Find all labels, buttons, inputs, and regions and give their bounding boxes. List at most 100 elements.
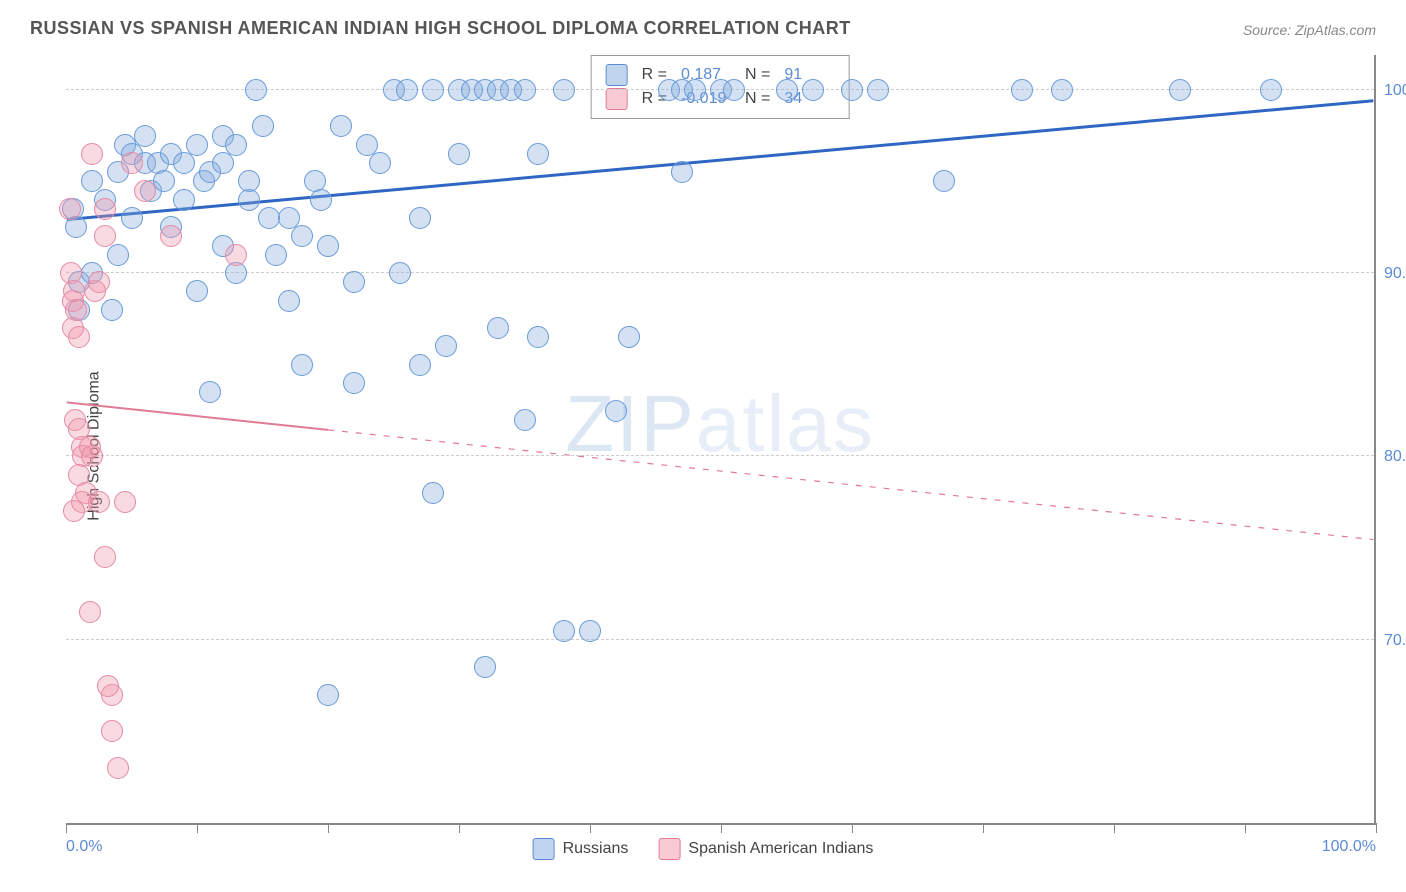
data-point [1169, 79, 1191, 101]
data-point [291, 354, 313, 376]
data-point [245, 79, 267, 101]
x-axis-min-label: 0.0% [66, 838, 102, 856]
watermark-thin: atlas [696, 379, 875, 468]
y-tick-label: 70.0% [1384, 632, 1406, 650]
data-point [527, 143, 549, 165]
swatch-pink-icon [606, 88, 628, 110]
data-point [527, 326, 549, 348]
x-tick [328, 823, 329, 833]
data-point [553, 79, 575, 101]
data-point [101, 299, 123, 321]
data-point [605, 400, 627, 422]
source-link[interactable]: ZipAtlas.com [1295, 22, 1376, 38]
data-point [94, 546, 116, 568]
data-point [88, 491, 110, 513]
data-point [422, 482, 444, 504]
data-point [238, 189, 260, 211]
y-tick-label: 90.0% [1384, 265, 1406, 283]
data-point [291, 225, 313, 247]
correlation-chart: RUSSIAN VS SPANISH AMERICAN INDIAN HIGH … [0, 0, 1406, 892]
data-point [317, 684, 339, 706]
source-attribution: Source: ZipAtlas.com [1243, 22, 1376, 38]
data-point [79, 601, 101, 623]
data-point [68, 326, 90, 348]
data-point [933, 170, 955, 192]
legend-item-spanish: Spanish American Indians [658, 838, 873, 860]
data-point [618, 326, 640, 348]
data-point [173, 152, 195, 174]
data-point [186, 280, 208, 302]
data-point [212, 152, 234, 174]
data-point [1011, 79, 1033, 101]
data-point [487, 317, 509, 339]
data-point [553, 620, 575, 642]
x-tick [1114, 823, 1115, 833]
data-point [776, 79, 798, 101]
data-point [684, 79, 706, 101]
data-point [81, 445, 103, 467]
gridline [66, 639, 1374, 640]
x-tick [721, 823, 722, 833]
x-axis-max-label: 100.0% [1322, 838, 1376, 856]
data-point [396, 79, 418, 101]
data-point [409, 354, 431, 376]
data-point [409, 207, 431, 229]
data-point [101, 720, 123, 742]
plot-area: ZIPatlas R = 0.187 N = 91 R = -0.019 N =… [66, 55, 1376, 825]
data-point [369, 152, 391, 174]
data-point [448, 143, 470, 165]
data-point [94, 225, 116, 247]
data-point [671, 161, 693, 183]
x-tick [590, 823, 591, 833]
data-point [121, 207, 143, 229]
trend-line-dashed [328, 430, 1373, 540]
data-point [59, 198, 81, 220]
x-tick [66, 823, 67, 833]
swatch-blue-icon [606, 64, 628, 86]
data-point [88, 271, 110, 293]
data-point [474, 656, 496, 678]
watermark-bold: ZIP [565, 379, 695, 468]
data-point [723, 79, 745, 101]
data-point [173, 189, 195, 211]
legend-label-russians: Russians [563, 840, 629, 858]
data-point [81, 143, 103, 165]
data-point [199, 381, 221, 403]
data-point [153, 170, 175, 192]
series-legend: Russians Spanish American Indians [533, 838, 874, 860]
data-point [514, 409, 536, 431]
chart-title: RUSSIAN VS SPANISH AMERICAN INDIAN HIGH … [30, 18, 851, 39]
swatch-blue-icon [533, 838, 555, 860]
data-point [389, 262, 411, 284]
data-point [186, 134, 208, 156]
x-tick [983, 823, 984, 833]
data-point [63, 500, 85, 522]
x-tick [1376, 823, 1377, 833]
data-point [841, 79, 863, 101]
data-point [97, 675, 119, 697]
y-tick-label: 80.0% [1384, 448, 1406, 466]
trend-line-solid [67, 402, 328, 429]
data-point [422, 79, 444, 101]
gridline [66, 272, 1374, 273]
data-point [317, 235, 339, 257]
data-point [252, 115, 274, 137]
x-tick [459, 823, 460, 833]
legend-label-spanish: Spanish American Indians [688, 840, 873, 858]
data-point [225, 244, 247, 266]
x-tick [197, 823, 198, 833]
data-point [114, 491, 136, 513]
data-point [343, 372, 365, 394]
y-tick-label: 100.0% [1384, 82, 1406, 100]
data-point [330, 115, 352, 137]
source-label: Source: [1243, 22, 1291, 38]
n-label: N = [745, 90, 770, 108]
data-point [94, 198, 116, 220]
data-point [1051, 79, 1073, 101]
data-point [121, 152, 143, 174]
data-point [343, 271, 365, 293]
data-point [579, 620, 601, 642]
data-point [867, 79, 889, 101]
data-point [160, 225, 182, 247]
x-tick [852, 823, 853, 833]
